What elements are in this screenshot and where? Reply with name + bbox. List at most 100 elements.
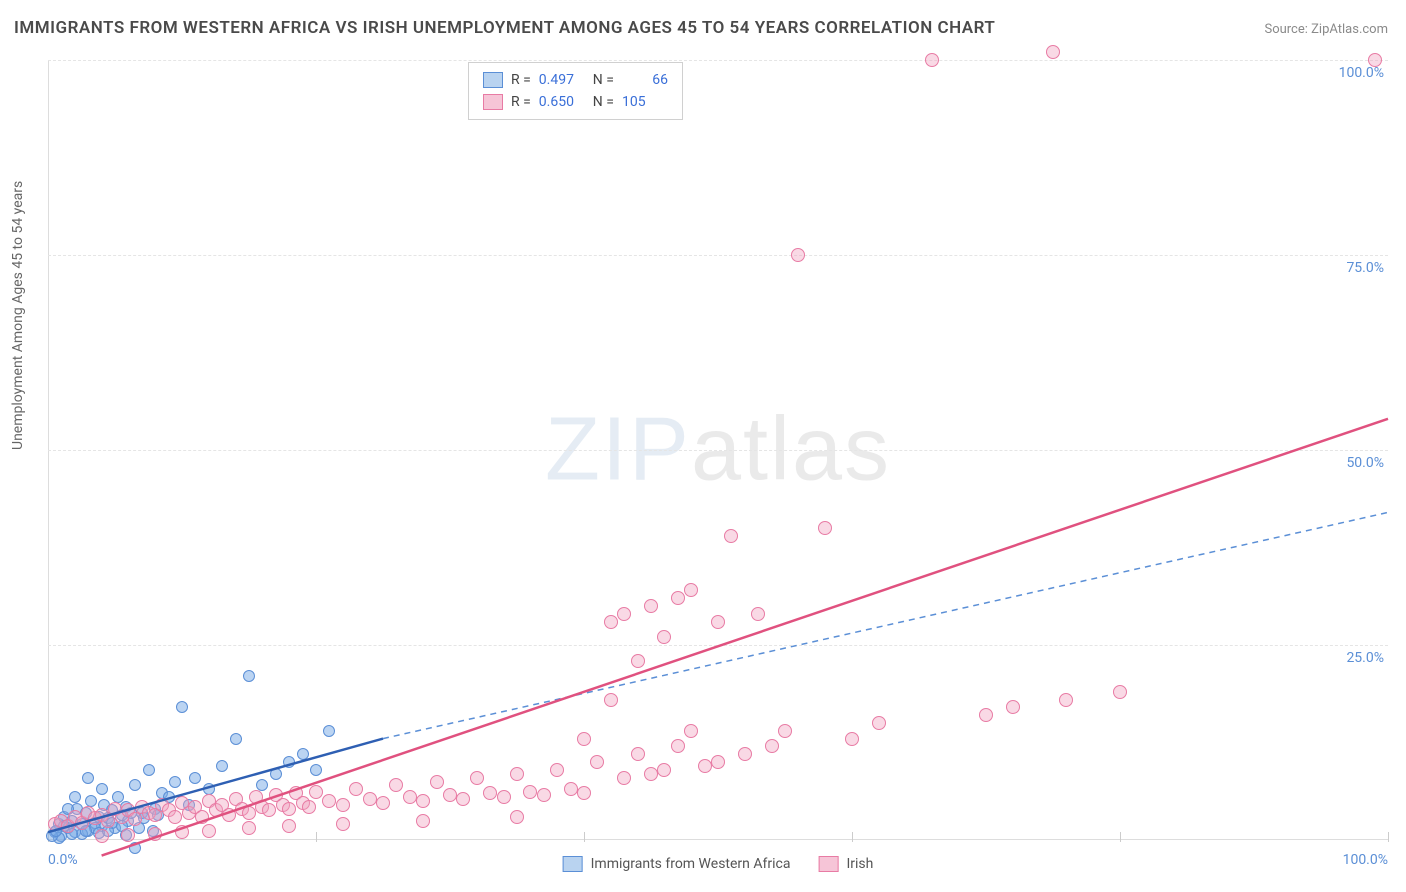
scatter-point-blue [82, 772, 94, 784]
scatter-point-pink [698, 759, 712, 773]
scatter-point-pink [497, 790, 511, 804]
scatter-point-pink [617, 771, 631, 785]
stat-r-label: R = [511, 69, 531, 91]
scatter-point-pink [470, 771, 484, 785]
scatter-point-pink [577, 732, 591, 746]
scatter-point-pink [711, 755, 725, 769]
scatter-point-pink [336, 798, 350, 812]
scatter-point-blue [189, 772, 201, 784]
scatter-point-pink [644, 599, 658, 613]
scatter-point-pink [657, 630, 671, 644]
y-tick-label: 75.0% [1346, 260, 1390, 276]
scatter-point-pink [282, 802, 296, 816]
gridline [48, 450, 1388, 451]
x-tick [1388, 832, 1389, 842]
scatter-point-blue [323, 725, 335, 737]
scatter-point-pink [684, 583, 698, 597]
stat-n-blue: 66 [622, 69, 668, 91]
scatter-point-blue [243, 670, 255, 682]
scatter-point-blue [270, 768, 282, 780]
stat-r-pink: 0.650 [539, 91, 585, 113]
scatter-point-blue [297, 748, 309, 760]
scatter-point-pink [363, 792, 377, 806]
legend-swatch-blue [483, 72, 503, 88]
scatter-point-pink [644, 767, 658, 781]
scatter-point-blue [176, 701, 188, 713]
scatter-point-pink [523, 785, 537, 799]
scatter-point-pink [617, 607, 631, 621]
regression-line [383, 512, 1388, 738]
scatter-point-pink [349, 782, 363, 796]
scatter-point-pink [202, 824, 216, 838]
scatter-point-pink [872, 716, 886, 730]
scatter-point-pink [657, 763, 671, 777]
scatter-point-pink [1006, 700, 1020, 714]
legend-item-blue: Immigrants from Western Africa [563, 856, 791, 872]
scatter-point-pink [416, 814, 430, 828]
x-tick-label: 100.0% [1343, 852, 1388, 868]
gridline [48, 60, 1388, 61]
scatter-point-pink [148, 827, 162, 841]
legend-item-pink: Irish [818, 856, 873, 872]
scatter-point-pink [631, 654, 645, 668]
scatter-point-pink [222, 808, 236, 822]
scatter-point-pink [282, 819, 296, 833]
scatter-point-blue [310, 764, 322, 776]
scatter-point-pink [389, 778, 403, 792]
scatter-point-pink [537, 788, 551, 802]
scatter-point-pink [483, 786, 497, 800]
legend-stats-row-pink: R = 0.650 N = 105 [483, 91, 668, 113]
source-attribution: Source: ZipAtlas.com [1264, 22, 1388, 37]
scatter-point-pink [671, 739, 685, 753]
stat-r-blue: 0.497 [539, 69, 585, 91]
scatter-point-pink [778, 724, 792, 738]
scatter-point-pink [1113, 685, 1127, 699]
scatter-point-pink [430, 775, 444, 789]
scatter-point-pink [242, 806, 256, 820]
scatter-point-pink [765, 739, 779, 753]
scatter-point-pink [1046, 45, 1060, 59]
gridline [48, 255, 1388, 256]
scatter-point-pink [631, 747, 645, 761]
scatter-point-pink [242, 821, 256, 835]
scatter-point-pink [671, 591, 685, 605]
scatter-point-pink [443, 788, 457, 802]
scatter-point-pink [604, 693, 618, 707]
legend-stats-row-blue: R = 0.497 N = 66 [483, 69, 668, 91]
stat-n-pink: 105 [622, 91, 668, 113]
legend-label-blue: Immigrants from Western Africa [591, 856, 791, 872]
scatter-point-pink [845, 732, 859, 746]
scatter-point-pink [175, 825, 189, 839]
scatter-point-pink [1368, 53, 1382, 67]
legend-swatch-blue-2 [563, 856, 583, 872]
scatter-point-pink [604, 615, 618, 629]
scatter-point-pink [121, 828, 135, 842]
scatter-point-pink [322, 794, 336, 808]
scatter-point-pink [751, 607, 765, 621]
scatter-point-pink [403, 790, 417, 804]
x-axis-line [48, 839, 1388, 840]
y-tick-label: 50.0% [1346, 455, 1390, 471]
scatter-point-pink [550, 763, 564, 777]
y-tick-label: 100.0% [1339, 65, 1390, 81]
scatter-point-pink [168, 810, 182, 824]
scatter-point-pink [724, 529, 738, 543]
legend-label-pink: Irish [846, 856, 873, 872]
scatter-point-pink [577, 786, 591, 800]
scatter-point-pink [309, 785, 323, 799]
y-tick-label: 25.0% [1346, 650, 1390, 666]
plot-area: ZIPatlas 25.0%50.0%75.0%100.0%0.0%100.0%… [48, 60, 1388, 840]
scatter-point-pink [738, 747, 752, 761]
scatter-point-pink [510, 767, 524, 781]
scatter-point-pink [979, 708, 993, 722]
scatter-point-blue [216, 760, 228, 772]
scatter-point-pink [336, 817, 350, 831]
scatter-point-blue [129, 842, 141, 854]
legend-bottom: Immigrants from Western Africa Irish [563, 856, 874, 872]
x-tick [852, 832, 853, 842]
legend-swatch-pink [483, 94, 503, 110]
scatter-point-blue [230, 733, 242, 745]
scatter-point-pink [302, 800, 316, 814]
scatter-point-blue [69, 791, 81, 803]
x-tick [584, 832, 585, 842]
